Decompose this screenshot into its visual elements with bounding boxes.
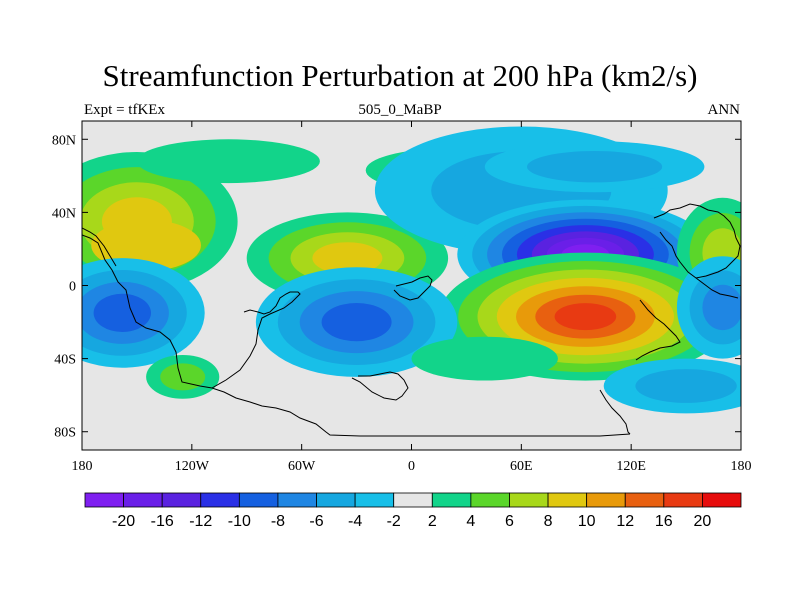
colorbar-box — [509, 492, 549, 508]
contour-level-neg4 — [527, 151, 663, 183]
case-label: 505_0_MaBP — [358, 102, 442, 118]
x-tick-label: 0 — [408, 459, 415, 474]
y-tick-label: 0 — [69, 280, 76, 295]
x-tick-label: 60E — [510, 459, 533, 474]
coastline-australia — [599, 389, 631, 435]
colorbar-label: -2 — [387, 513, 401, 530]
y-tick-label: 80N — [52, 133, 76, 148]
contour-level-pos8 — [312, 242, 383, 274]
colorbar-box — [123, 492, 163, 508]
colorbar-box — [470, 492, 510, 508]
y-tick-label: 40S — [54, 353, 76, 368]
colorbar-label: 2 — [428, 513, 437, 530]
coastline-pacific-islands — [695, 277, 739, 299]
coastline-asia — [653, 203, 741, 279]
colorbar-label: -4 — [348, 513, 362, 530]
colorbar-label: 12 — [616, 513, 634, 530]
contour-level-neg8 — [321, 303, 392, 342]
x-tick-label: 180 — [731, 459, 752, 474]
colorbar-box — [586, 492, 626, 508]
contour-level-pos2 — [411, 336, 558, 381]
colorbar-label: 16 — [655, 513, 673, 530]
coastline-africa-south — [351, 371, 409, 401]
colorbar-box — [84, 492, 124, 508]
colorbar-box — [393, 492, 433, 508]
axis-ticks: 180 120W 60W 0 60E 120E 180 80N 40N 0 40S 80S — [52, 121, 752, 474]
contour-level-pos4 — [160, 363, 206, 391]
x-tick-label: 120W — [175, 459, 210, 474]
colorbar-box — [431, 492, 472, 508]
coastlines — [82, 203, 741, 437]
contour-level-pos8 — [91, 219, 201, 271]
colorbar-box — [624, 492, 665, 508]
coastline-indochina — [635, 299, 681, 361]
coastline-americas-east — [211, 291, 301, 389]
contour-field — [82, 126, 741, 414]
coastline-africa-west — [393, 275, 433, 301]
colorbar-box — [200, 492, 240, 508]
colorbar-box — [702, 492, 742, 508]
x-tick-label: 60W — [288, 459, 316, 474]
y-tick-label: 80S — [54, 426, 76, 441]
coastline-north-america — [82, 227, 117, 267]
colorbar-box — [277, 492, 317, 508]
colorbar-label: 20 — [694, 513, 712, 530]
experiment-label: Expt = tfKEx — [84, 102, 165, 118]
colorbar-label: -10 — [228, 513, 251, 530]
colorbar-label: -8 — [271, 513, 285, 530]
colorbar-box — [354, 492, 395, 508]
x-tick-label: 180 — [72, 459, 93, 474]
colorbar-label: -12 — [189, 513, 212, 530]
y-tick-label: 40N — [52, 206, 76, 221]
contour-level-pos2 — [136, 139, 320, 184]
colorbar-box — [547, 492, 588, 508]
colorbar-label: 8 — [544, 513, 553, 530]
colorbar-box — [663, 492, 703, 508]
colorbar-label: -20 — [112, 513, 135, 530]
colorbar-label: 6 — [505, 513, 514, 530]
x-tick-label: 120E — [616, 459, 646, 474]
plot-title: Streamfunction Perturbation at 200 hPa (… — [102, 58, 698, 93]
colorbar-box — [316, 492, 356, 508]
contour-level-neg6 — [702, 284, 741, 331]
colorbar-label: 10 — [578, 513, 596, 530]
colorbar: -20 -16 -12 -10 -8 -6 -4 -2 2 4 6 8 10 12 16 20 — [84, 492, 742, 530]
colorbar-box — [161, 492, 202, 508]
coastline-americas-west — [82, 234, 631, 437]
season-label: ANN — [707, 102, 741, 118]
contour-level-pos16 — [554, 303, 617, 331]
colorbar-label: 4 — [466, 513, 475, 530]
contour-level-neg4 — [635, 369, 737, 403]
colorbar-label: -6 — [309, 513, 323, 530]
colorbar-label: -16 — [151, 513, 174, 530]
colorbar-box — [238, 492, 279, 508]
